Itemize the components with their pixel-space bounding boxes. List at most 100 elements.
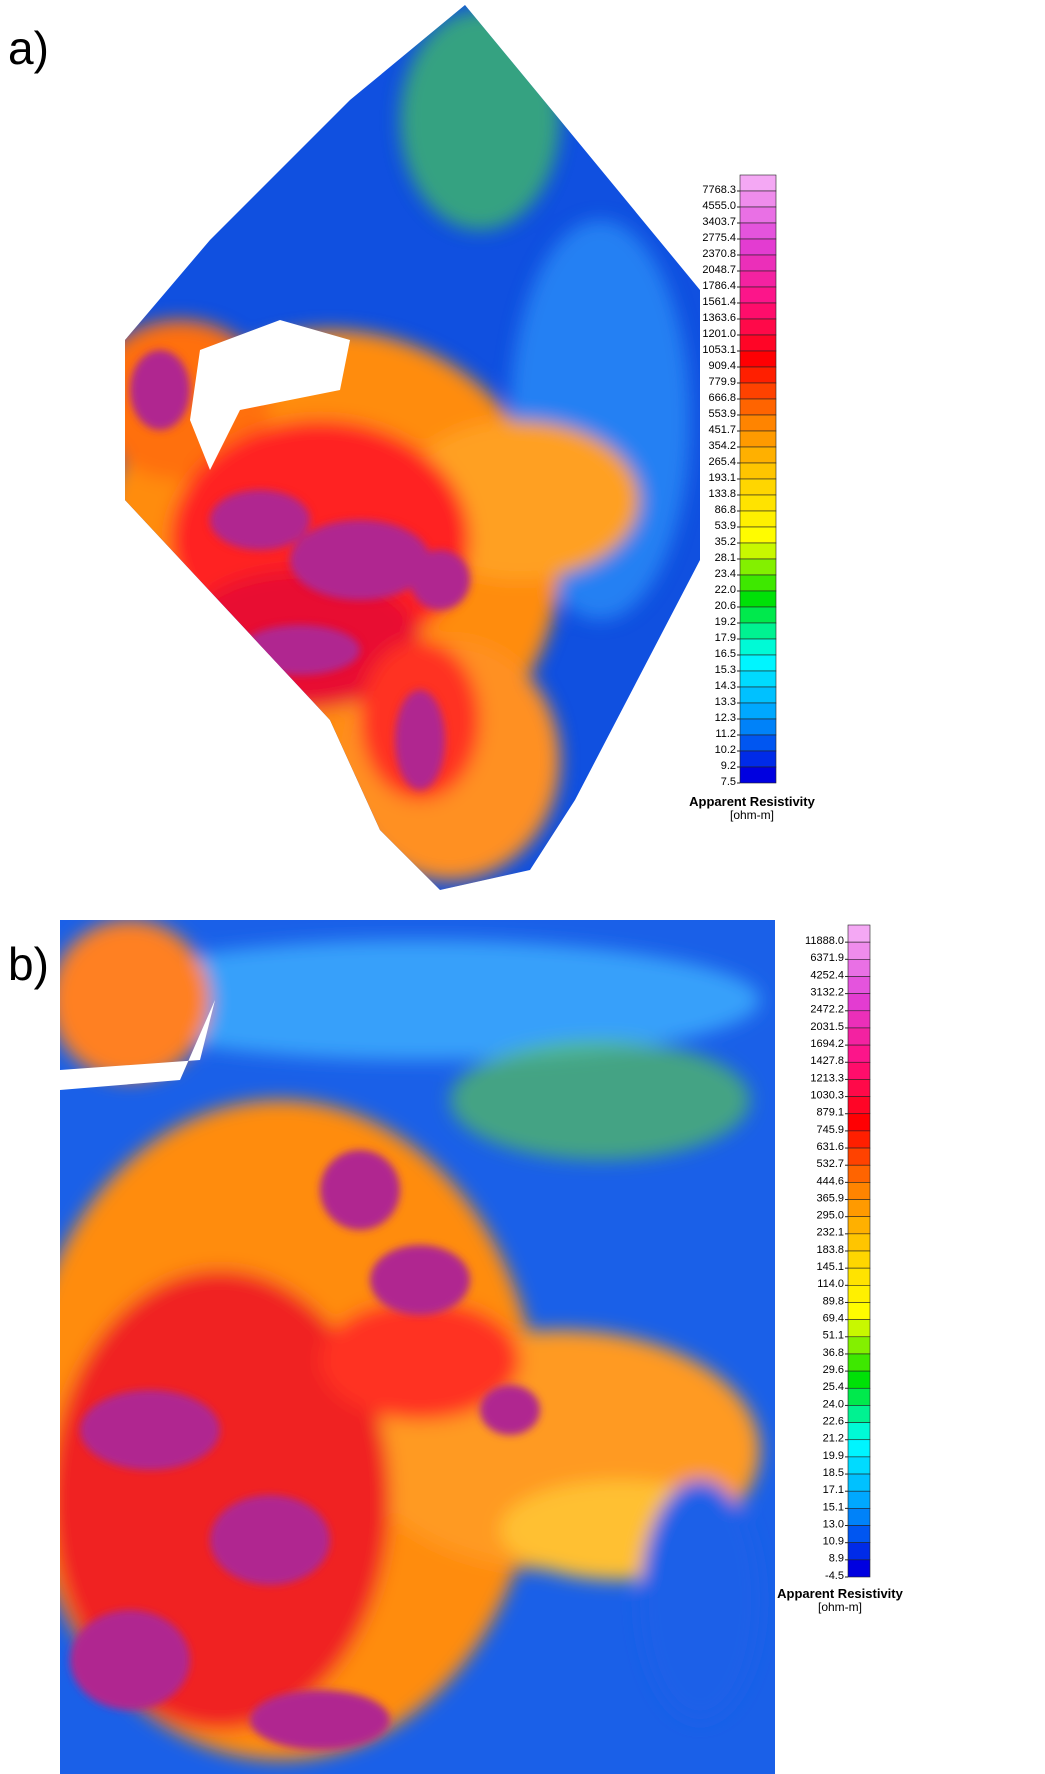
- legend-swatch: [847, 1353, 871, 1372]
- legend-level: 2048.7: [702, 264, 736, 276]
- legend-swatch: [847, 1490, 871, 1509]
- legend-swatch: [847, 1542, 871, 1561]
- legend-level: 1213.3: [810, 1072, 844, 1084]
- legend-swatch: [847, 1525, 871, 1543]
- legend-swatch: [739, 558, 777, 576]
- legend-level: 51.1: [823, 1330, 844, 1342]
- legend-level: 1363.6: [702, 312, 736, 324]
- legend-level: 6371.9: [810, 952, 844, 964]
- legend-level: 86.8: [715, 504, 736, 516]
- legend-swatch: [847, 1216, 871, 1235]
- legend-level: 2775.4: [702, 232, 736, 244]
- legend-swatch: [847, 1061, 871, 1080]
- legend-swatch: [739, 430, 777, 448]
- legend-level: 24.0: [823, 1398, 844, 1410]
- legend-swatch: [847, 1336, 871, 1355]
- legend-swatch: [739, 574, 777, 592]
- panel-label: b): [8, 938, 49, 990]
- legend-level: 1694.2: [810, 1038, 844, 1050]
- legend-swatch: [847, 1422, 871, 1441]
- legend-level: 779.9: [708, 376, 736, 388]
- legend-swatch: [847, 1044, 871, 1063]
- legend-swatch: [847, 1439, 871, 1458]
- legend-level: 8.9: [829, 1553, 844, 1565]
- legend-level: 12.3: [715, 712, 736, 724]
- legend-swatch: [739, 670, 777, 688]
- legend-level: 29.6: [823, 1364, 844, 1376]
- legend-level: 2370.8: [702, 248, 736, 260]
- legend-level: 14.3: [715, 680, 736, 692]
- legend-level: 10.9: [823, 1536, 844, 1548]
- legend-level: 11888.0: [805, 935, 844, 947]
- legend-swatch: [739, 718, 777, 736]
- legend-swatch: [847, 1267, 871, 1286]
- legend-level: 145.1: [816, 1261, 844, 1273]
- legend-swatch: [739, 702, 777, 720]
- legend-level: 3403.7: [702, 216, 736, 228]
- legend-level: 1030.3: [810, 1089, 844, 1101]
- legend-unit: [ohm-m]: [818, 1600, 862, 1614]
- legend-swatch: [739, 542, 777, 560]
- legend-level: 133.8: [708, 488, 736, 500]
- legend-swatch: [739, 750, 777, 768]
- legend-level: 36.8: [823, 1347, 844, 1359]
- legend-swatch: [847, 1182, 871, 1200]
- legend-title: Apparent Resistivity: [689, 794, 815, 809]
- legend-level: 22.6: [823, 1415, 844, 1427]
- legend-swatch: [739, 590, 777, 608]
- legend-level: 16.5: [715, 648, 736, 660]
- legend-swatch: [739, 526, 777, 544]
- legend-swatch: [739, 174, 777, 192]
- legend-level: 28.1: [715, 552, 736, 564]
- legend-swatch: [739, 606, 777, 624]
- legend-level: 631.6: [816, 1141, 844, 1153]
- legend-level: 35.2: [715, 536, 736, 548]
- legend-swatch: [847, 1027, 871, 1046]
- legend-level: 15.3: [715, 664, 736, 676]
- legend-level: 295.0: [816, 1210, 844, 1222]
- legend-level: -4.5: [825, 1570, 844, 1582]
- legend-swatch: [847, 1456, 871, 1475]
- legend-swatch: [739, 462, 777, 480]
- legend-title: Apparent Resistivity: [777, 1586, 903, 1601]
- legend-level: 19.9: [823, 1450, 844, 1462]
- legend-unit: [ohm-m]: [730, 808, 774, 822]
- legend-swatch: [739, 302, 777, 320]
- legend-swatch: [847, 1250, 871, 1269]
- legend-level: 21.2: [823, 1433, 844, 1445]
- legend-swatch: [739, 366, 777, 384]
- legend-swatch: [739, 350, 777, 368]
- legend-swatch: [739, 190, 777, 208]
- map-b: [60, 920, 775, 1774]
- legend-level: 666.8: [708, 392, 736, 404]
- legend-level: 53.9: [715, 520, 736, 532]
- legend-level: 232.1: [816, 1227, 844, 1239]
- legend-level: 354.2: [708, 440, 736, 452]
- legend-level: 114.0: [817, 1278, 844, 1290]
- legend-swatch: [847, 1285, 871, 1303]
- legend-swatch: [847, 1559, 871, 1578]
- legend-level: 22.0: [715, 584, 736, 596]
- legend-swatch: [847, 1096, 871, 1115]
- legend-swatch: [739, 238, 777, 256]
- legend-level: 23.4: [715, 568, 736, 580]
- legend-swatch: [739, 494, 777, 512]
- legend-swatch: [847, 941, 871, 960]
- map-a: [125, 5, 700, 890]
- legend-level: 20.6: [715, 600, 736, 612]
- legend-swatch: [847, 1010, 871, 1029]
- legend-swatch: [847, 993, 871, 1012]
- legend-level: 7768.3: [702, 184, 736, 196]
- legend-level: 9.2: [721, 760, 736, 772]
- legend-level: 25.4: [823, 1381, 844, 1393]
- legend-swatch: [739, 334, 777, 352]
- legend-swatch: [847, 1164, 871, 1183]
- panel-label: a): [8, 22, 49, 74]
- legend-level: 15.1: [823, 1501, 844, 1513]
- legend-level: 3132.2: [810, 987, 844, 999]
- legend-swatch: [847, 1199, 871, 1217]
- legend-level: 10.2: [715, 744, 736, 756]
- legend-swatch: [847, 1370, 871, 1389]
